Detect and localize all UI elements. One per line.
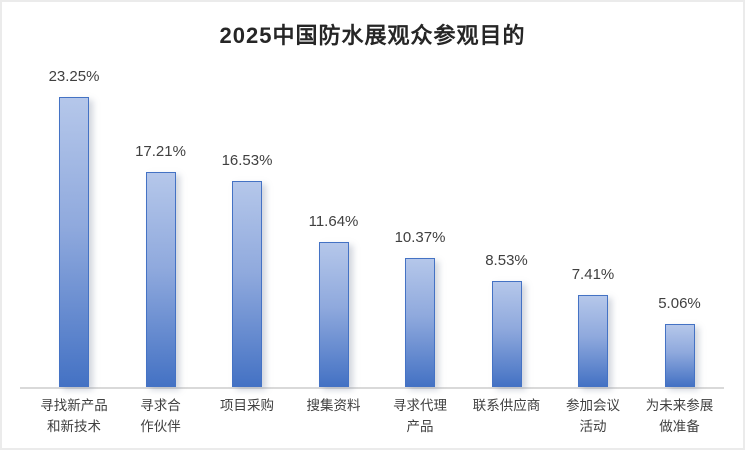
- category-label: 寻找新产品 和新技术: [40, 398, 108, 434]
- x-axis-line: [20, 387, 724, 389]
- category-label: 联系供应商: [472, 398, 541, 413]
- bar: [405, 258, 435, 387]
- value-label: 17.21%: [135, 143, 186, 160]
- bar: [232, 181, 262, 387]
- value-label: 7.41%: [571, 266, 615, 283]
- value-label: 23.25%: [48, 68, 100, 85]
- bar: [318, 242, 349, 387]
- value-label: 16.53%: [221, 152, 273, 169]
- bar: [59, 97, 89, 387]
- category-label: 项目采购: [220, 398, 274, 413]
- value-label: 10.37%: [394, 229, 446, 246]
- bar: [664, 324, 695, 387]
- category-label: 搜集资料: [306, 398, 361, 413]
- bar: [491, 281, 522, 387]
- bar: [145, 172, 176, 387]
- value-label: 8.53%: [485, 252, 528, 269]
- category-label: 为未来参展 做准备: [645, 398, 714, 434]
- chart-title: 2025中国防水展观众参观目的: [219, 23, 526, 48]
- value-label: 11.64%: [308, 213, 359, 230]
- category-label: 寻求合 作伙伴: [140, 398, 181, 434]
- value-label: 5.06%: [658, 295, 701, 312]
- bar: [578, 295, 608, 387]
- category-label: 寻求代理 产品: [393, 398, 447, 434]
- category-label: 参加会议 活动: [566, 398, 620, 434]
